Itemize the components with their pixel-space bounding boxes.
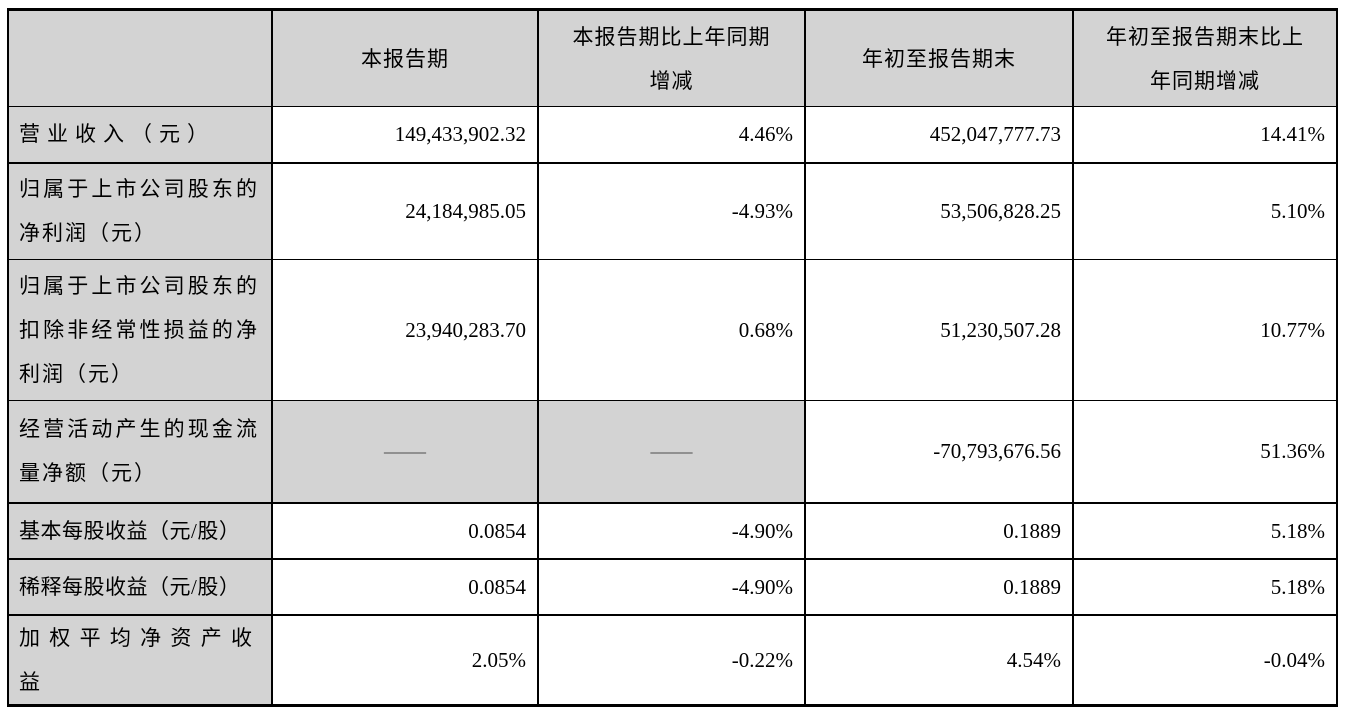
- current-period-value: 0.0854: [271, 558, 539, 616]
- current-period-value: 2.05%: [271, 614, 539, 706]
- metric-label: 归属于上市公司股东的净利润（元）: [7, 162, 273, 260]
- current-period-change-value: 0.68%: [537, 259, 806, 401]
- ytd-value: 4.54%: [804, 614, 1074, 706]
- current-period-change-value: -4.93%: [537, 162, 806, 260]
- current-period-change-value: -4.90%: [537, 558, 806, 616]
- metric-label: 归属于上市公司股东的扣除非经常性损益的净利润（元）: [7, 259, 273, 401]
- header-ytd: 年初至报告期末: [804, 9, 1074, 107]
- header-current-period-change: 本报告期比上年同期 增减: [537, 9, 806, 107]
- current-period-change-value: -4.90%: [537, 502, 806, 560]
- header-line: 年初至报告期末比上: [1106, 24, 1304, 49]
- header-line: 增减: [649, 68, 694, 93]
- table-row-weighted-avg-roe: 加权平均净资产收益 2.05% -0.22% 4.54% -0.04%: [7, 614, 1338, 706]
- ytd-value: 53,506,828.25: [804, 162, 1074, 260]
- ytd-value: -70,793,676.56: [804, 400, 1074, 504]
- ytd-change-value: 14.41%: [1072, 106, 1338, 164]
- financial-summary-table: 本报告期 本报告期比上年同期 增减 年初至报告期末 年初至报告期末比上 年同期增…: [7, 8, 1338, 707]
- current-period-value: 149,433,902.32: [271, 106, 539, 164]
- table-row-operating-cash-flow: 经营活动产生的现金流量净额（元） —— —— -70,793,676.56 51…: [7, 400, 1338, 504]
- table-row-diluted-eps: 稀释每股收益（元/股） 0.0854 -4.90% 0.1889 5.18%: [7, 558, 1338, 616]
- table-row-net-profit-excl-nonrecurring: 归属于上市公司股东的扣除非经常性损益的净利润（元） 23,940,283.70 …: [7, 259, 1338, 401]
- header-ytd-change: 年初至报告期末比上 年同期增减: [1072, 9, 1338, 107]
- table-row-net-profit: 归属于上市公司股东的净利润（元） 24,184,985.05 -4.93% 53…: [7, 162, 1338, 260]
- metric-label: 经营活动产生的现金流量净额（元）: [7, 400, 273, 504]
- table-row-basic-eps: 基本每股收益（元/股） 0.0854 -4.90% 0.1889 5.18%: [7, 502, 1338, 560]
- header-line: 本报告期比上年同期: [572, 24, 771, 49]
- ytd-change-value: 5.10%: [1072, 162, 1338, 260]
- metric-label: 稀释每股收益（元/股）: [7, 558, 273, 616]
- header-row: 本报告期 本报告期比上年同期 增减 年初至报告期末 年初至报告期末比上 年同期增…: [7, 9, 1338, 107]
- ytd-change-value: 51.36%: [1072, 400, 1338, 504]
- ytd-change-value: 5.18%: [1072, 558, 1338, 616]
- current-period-value: 23,940,283.70: [271, 259, 539, 401]
- current-period-value-dash: ——: [271, 400, 539, 504]
- ytd-change-value: 10.77%: [1072, 259, 1338, 401]
- current-period-value: 24,184,985.05: [271, 162, 539, 260]
- current-period-value: 0.0854: [271, 502, 539, 560]
- header-current-period: 本报告期: [271, 9, 539, 107]
- ytd-value: 0.1889: [804, 502, 1074, 560]
- header-corner-cell: [7, 9, 273, 107]
- header-line: 年同期增减: [1150, 68, 1260, 93]
- current-period-change-value-dash: ——: [537, 400, 806, 504]
- ytd-change-value: -0.04%: [1072, 614, 1338, 706]
- ytd-value: 452,047,777.73: [804, 106, 1074, 164]
- metric-label: 营业收入（元）: [7, 106, 273, 164]
- metric-label: 加权平均净资产收益: [7, 614, 273, 706]
- ytd-value: 0.1889: [804, 558, 1074, 616]
- ytd-value: 51,230,507.28: [804, 259, 1074, 401]
- metric-label: 基本每股收益（元/股）: [7, 502, 273, 560]
- table-row-operating-revenue: 营业收入（元） 149,433,902.32 4.46% 452,047,777…: [7, 106, 1338, 164]
- ytd-change-value: 5.18%: [1072, 502, 1338, 560]
- current-period-change-value: -0.22%: [537, 614, 806, 706]
- current-period-change-value: 4.46%: [537, 106, 806, 164]
